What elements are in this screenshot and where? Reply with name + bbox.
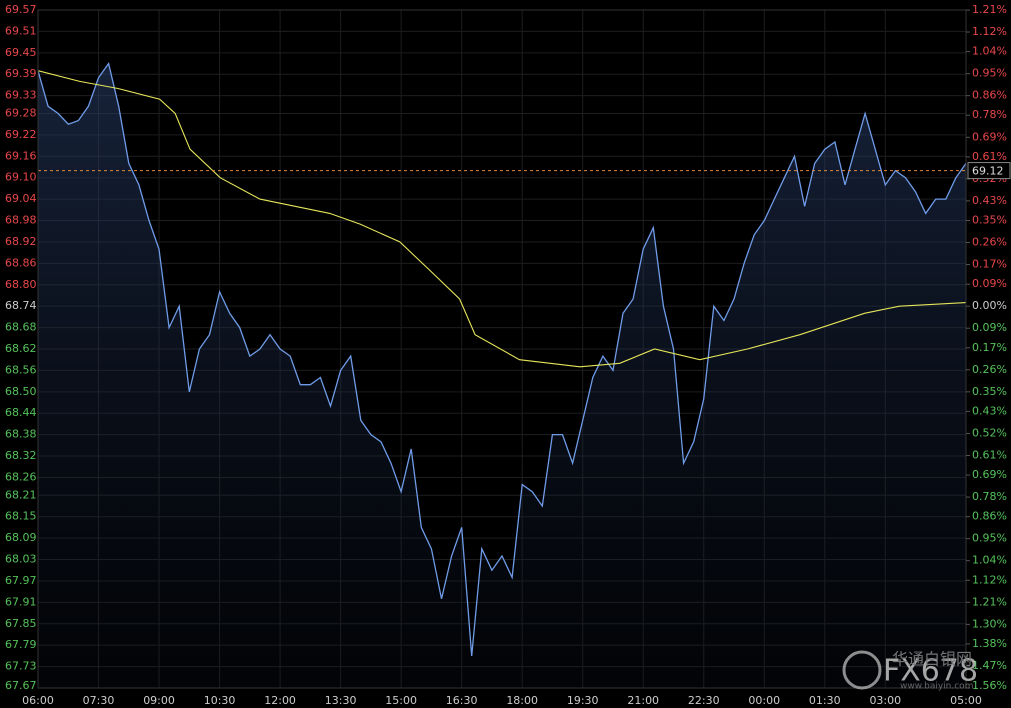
y2-tick-label: 0.35% [972,213,1007,226]
y2-tick-label: 1.38% [972,637,1007,650]
y-tick-label: 67.85 [5,617,37,630]
x-tick-label: 12:00 [264,694,296,707]
x-tick-label: 13:30 [325,694,357,707]
y2-tick-label: 0.69% [972,468,1007,481]
y-tick-label: 69.28 [5,106,37,119]
plot [37,61,967,688]
x-tick-label: 16:30 [446,694,478,707]
plot-frame [37,9,967,689]
y2-tick-label: 1.12% [972,25,1007,38]
y2-tick-label: 0.17% [972,258,1007,271]
x-tick-label: 10:30 [204,694,236,707]
y-tick-label: 68.98 [5,214,37,227]
watermark: FX678 华通白银网 www.baiyin.com [842,650,978,692]
y-tick-label: 67.67 [5,679,37,692]
y2-tick-label: 1.21% [972,3,1007,16]
y2-tick-label: 1.47% [972,659,1007,672]
watermark-brand: FX678 [883,654,978,689]
y2-tick-label: 0.17% [972,341,1007,354]
y-tick-label: 68.38 [5,428,37,441]
y2-tick-label: 1.30% [972,617,1007,630]
y2-tick-label: 1.56% [972,679,1007,692]
x-tick-label: 18:00 [506,694,538,707]
axes: 69.57 69.51 69.45 69.39 69.33 69.28 69.22 69.16… [5,3,1011,707]
x-tick-label: 01:30 [809,694,841,707]
y-tick-label: 69.45 [5,46,37,59]
y-tick-label: 69.10 [5,171,37,184]
y2-tick-label: 0.43% [972,404,1007,417]
y-tick-label: 68.50 [5,385,37,398]
watermark-site: 华通白银网 [892,650,972,669]
y-tick-label: 67.79 [5,638,37,651]
y-tick-label: 69.04 [5,192,37,205]
y-tick-label: 68.15 [5,510,37,523]
y-tick-label: 68.03 [5,553,37,566]
y-tick-label: 69.16 [5,149,37,162]
y-tick-label: 68.26 [5,470,37,483]
y2-tick-label: 0.61% [972,448,1007,461]
y-tick-label: 68.80 [5,278,37,291]
x-tick-label: 15:00 [385,694,417,707]
x-tick-label: 21:00 [627,694,659,707]
watermark-url: www.baiyin.com [900,682,973,692]
series-line [37,61,967,656]
y2-tick-label: 0.78% [972,490,1007,503]
y2-tick-label: 0.61% [972,150,1007,163]
y-tick-label: 67.97 [5,574,37,587]
y2-tick-label: 0.86% [972,510,1007,523]
y2-tick-label: 1.04% [972,45,1007,58]
y2-tick-label: 0.95% [972,67,1007,80]
y-tick-label: 68.74 [5,299,37,312]
x-tick-label: 07:30 [83,694,115,707]
x-tick-label: 22:30 [688,694,720,707]
y-tick-label: 69.39 [5,67,37,80]
price-area [38,63,966,688]
y2-tick-label: 0.78% [972,108,1007,121]
y-tick-label: 68.56 [5,363,37,376]
y-tick-label: 69.51 [5,24,37,37]
y-tick-label: 69.33 [5,89,37,102]
y2-tick-label: 1.12% [972,573,1007,586]
x-tick-label: 03:00 [869,694,901,707]
y-tick-label: 68.32 [5,449,37,462]
y-tick-label: 68.44 [5,406,37,419]
watermark-logo [842,650,882,690]
y-tick-label: 67.91 [5,595,37,608]
y-tick-label: 68.68 [5,321,37,334]
y2-tick-label: 0.26% [972,363,1007,376]
y-tick-label: 68.09 [5,531,37,544]
y-tick-label: 69.57 [5,3,37,16]
last-price-box [967,162,1011,180]
series-line [37,70,967,368]
x-tick-label: 05:00 [950,694,982,707]
x-tick-label: 09:00 [143,694,175,707]
x-tick-label: 06:00 [22,694,54,707]
y2-tick-label: 0.69% [972,130,1007,143]
y2-tick-label: 0.43% [972,194,1007,207]
x-tick-label: 19:30 [567,694,599,707]
y2-tick-label: 0.95% [972,532,1007,545]
y-tick-label: 68.62 [5,342,37,355]
y2-tick-label: 0.09% [972,277,1007,290]
y2-tick-label: 1.04% [972,554,1007,567]
y2-tick-label: 0.35% [972,385,1007,398]
y2-tick-label: 1.21% [972,595,1007,608]
y-tick-label: 68.86 [5,256,37,269]
y2-tick-label: 0.09% [972,321,1007,334]
y2-tick-label: 0.26% [972,236,1007,249]
y-tick-label: 67.73 [5,660,37,673]
y-tick-label: 68.21 [5,488,37,501]
y2-tick-label: 0.52% [972,426,1007,439]
y2-tick-label: 0.86% [972,89,1007,102]
x-tick-label: 00:00 [748,694,780,707]
y-tick-label: 69.22 [5,128,37,141]
y2-tick-label: 0.00% [972,299,1007,312]
last-price-label: 69.12 [972,165,1004,178]
y-tick-label: 68.92 [5,235,37,248]
